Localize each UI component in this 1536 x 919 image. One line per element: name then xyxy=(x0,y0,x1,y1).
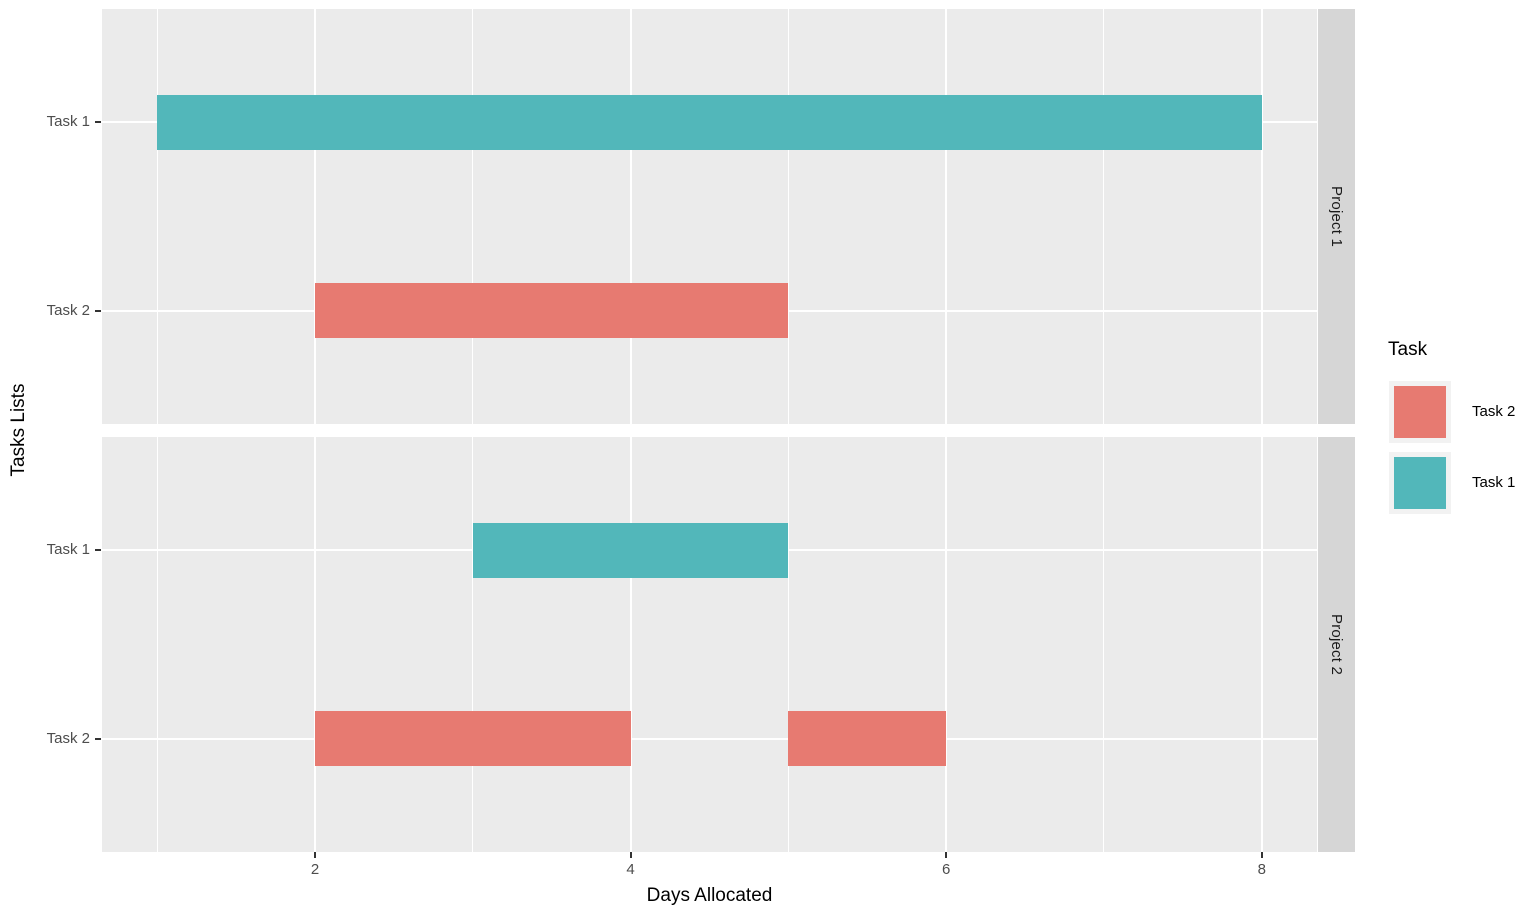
gridline-major-vertical xyxy=(629,9,632,424)
x-tick-label: 8 xyxy=(1257,861,1266,878)
x-tick-mark xyxy=(629,852,632,858)
legend-title: Task xyxy=(1388,339,1428,360)
bar-segment xyxy=(157,95,1262,150)
y-tick-label: Task 2 xyxy=(46,729,90,747)
gridline-major-vertical xyxy=(629,437,632,852)
gridline-minor-vertical xyxy=(472,437,474,852)
legend-swatch xyxy=(1394,386,1446,438)
facet-strip: Project 2 xyxy=(1318,437,1355,852)
gridline-minor-vertical xyxy=(472,9,474,424)
gridline-major-vertical xyxy=(945,9,948,424)
gridline-major-vertical xyxy=(1260,437,1263,852)
y-tick-mark xyxy=(95,549,101,552)
legend-label: Task 1 xyxy=(1472,474,1516,491)
gridline-major-vertical xyxy=(945,437,948,852)
gridline-major-vertical xyxy=(1260,9,1263,424)
gridline-minor-vertical xyxy=(1103,9,1105,424)
x-tick-label: 6 xyxy=(942,861,951,878)
y-tick-mark xyxy=(95,121,101,124)
legend-key xyxy=(1389,452,1451,514)
y-tick-label: Task 2 xyxy=(46,301,90,319)
gridline-major-horizontal xyxy=(102,737,1317,740)
bar-segment xyxy=(788,711,947,766)
gridline-minor-vertical xyxy=(1103,437,1105,852)
y-axis-title: Tasks Lists xyxy=(8,383,29,477)
gridline-minor-vertical xyxy=(787,437,789,852)
x-tick-mark xyxy=(945,852,948,858)
x-tick-mark xyxy=(314,852,317,858)
facet-strip-label: Project 1 xyxy=(1328,186,1345,247)
facet-strip: Project 1 xyxy=(1318,9,1355,424)
gridline-minor-vertical xyxy=(787,9,789,424)
bar-segment xyxy=(472,523,789,578)
gridline-major-vertical xyxy=(314,9,317,424)
facet-strip-label: Project 2 xyxy=(1328,614,1345,675)
x-axis-title: Days Allocated xyxy=(646,885,773,906)
x-tick-label: 2 xyxy=(310,861,320,878)
y-tick-mark xyxy=(95,309,101,312)
facet-panel xyxy=(102,437,1317,852)
legend-key xyxy=(1389,381,1451,443)
bar-segment xyxy=(315,711,631,766)
facet-panel xyxy=(102,9,1317,424)
bar-segment xyxy=(315,283,789,338)
gridline-major-vertical xyxy=(314,437,317,852)
gridline-minor-vertical xyxy=(156,437,158,852)
x-tick-label: 4 xyxy=(626,861,635,878)
y-tick-label: Task 1 xyxy=(46,541,90,559)
y-tick-label: Task 1 xyxy=(46,113,90,131)
x-tick-mark xyxy=(1260,852,1263,858)
y-tick-mark xyxy=(95,737,101,740)
legend-swatch xyxy=(1394,457,1446,509)
gridline-minor-vertical xyxy=(156,9,158,424)
legend-label: Task 2 xyxy=(1472,403,1516,420)
